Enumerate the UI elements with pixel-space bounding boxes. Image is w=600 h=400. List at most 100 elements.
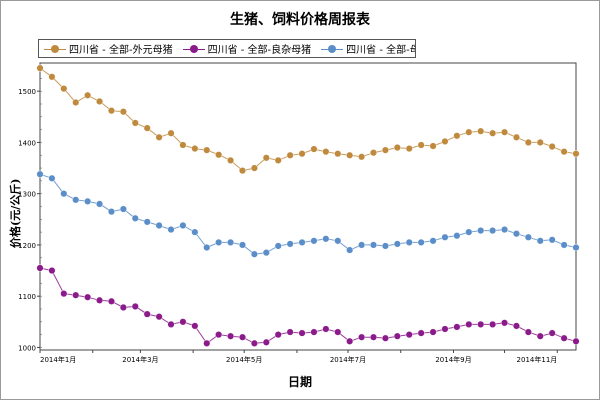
data-point (370, 333, 378, 341)
data-point (203, 339, 211, 347)
data-point (441, 137, 449, 145)
data-point (143, 310, 151, 318)
data-point (453, 232, 461, 240)
data-point (429, 328, 437, 336)
data-point (60, 290, 68, 298)
data-point (334, 237, 342, 245)
data-point (346, 246, 354, 254)
data-point (191, 228, 199, 236)
data-point (131, 214, 139, 222)
data-point (524, 328, 532, 336)
data-point (96, 296, 104, 304)
data-point (429, 142, 437, 150)
data-point (48, 174, 56, 182)
data-point (48, 267, 56, 275)
data-point (72, 291, 80, 299)
series-line-0 (39, 67, 577, 172)
data-point (72, 196, 80, 204)
data-point (155, 313, 163, 321)
y-tick-label: 1300 (18, 191, 36, 199)
data-point (477, 127, 485, 135)
data-point (286, 151, 294, 159)
data-point (393, 240, 401, 248)
legend-label-series-1: 四川省 - 全部-良杂母猪 (207, 45, 312, 56)
data-point (60, 85, 68, 93)
data-point (334, 328, 342, 336)
y-tick-label: 1200 (18, 242, 36, 250)
data-point (215, 238, 223, 246)
data-point (227, 238, 235, 246)
data-point (227, 332, 235, 340)
x-axis-label: 日期 (287, 375, 312, 389)
data-point (96, 200, 104, 208)
data-point (250, 164, 258, 172)
data-point (512, 322, 520, 330)
data-point (238, 241, 246, 249)
data-point (536, 237, 544, 245)
x-tick-label: 2014年3月 (122, 355, 158, 364)
data-point (60, 190, 68, 198)
data-point (358, 241, 366, 249)
data-point (572, 337, 580, 345)
data-point (167, 320, 175, 328)
data-point (358, 333, 366, 341)
data-point (107, 208, 115, 216)
data-point (155, 133, 163, 141)
data-point (48, 73, 56, 81)
data-point (536, 138, 544, 146)
data-point (203, 146, 211, 154)
data-point (453, 132, 461, 140)
data-point (203, 243, 211, 251)
data-point (465, 320, 473, 328)
data-point (131, 302, 139, 310)
data-point (405, 145, 413, 153)
data-point (107, 107, 115, 115)
data-point (238, 333, 246, 341)
data-point (119, 303, 127, 311)
y-tick-label: 1500 (18, 88, 36, 96)
data-point (346, 337, 354, 345)
data-point (381, 242, 389, 250)
x-tick-label: 2014年11月 (517, 355, 558, 364)
data-point (381, 334, 389, 342)
data-point (298, 150, 306, 158)
data-point (274, 242, 282, 250)
data-point (96, 97, 104, 105)
data-point (489, 320, 497, 328)
data-point (262, 154, 270, 162)
data-point (310, 145, 318, 153)
data-point (489, 227, 497, 235)
y-tick-label: 1400 (18, 139, 36, 147)
data-point (465, 128, 473, 136)
chart-legend: 四川省 - 全部-外元母猪 四川省 - 全部-良杂母猪 四川省 - 全部-母猪均… (38, 39, 416, 58)
data-point (167, 129, 175, 137)
data-point (358, 153, 366, 161)
data-point (524, 233, 532, 241)
data-point (286, 240, 294, 248)
y-tick-label: 1000 (18, 344, 36, 352)
data-point (119, 108, 127, 116)
data-point (429, 237, 437, 245)
data-point (143, 218, 151, 226)
data-point (310, 237, 318, 245)
data-point (381, 146, 389, 154)
data-point (250, 250, 258, 258)
data-point (131, 119, 139, 127)
data-point (262, 338, 270, 346)
data-point (548, 236, 556, 244)
data-point (417, 238, 425, 246)
data-point (143, 124, 151, 132)
data-point (536, 332, 544, 340)
data-point (179, 221, 187, 229)
data-point (370, 149, 378, 157)
data-point (298, 329, 306, 337)
data-point (84, 91, 92, 99)
series-line-1 (39, 267, 577, 345)
data-point (274, 331, 282, 339)
data-point (250, 339, 258, 347)
data-point (501, 319, 509, 327)
data-point (441, 233, 449, 241)
data-point (334, 150, 342, 158)
data-point (310, 328, 318, 336)
